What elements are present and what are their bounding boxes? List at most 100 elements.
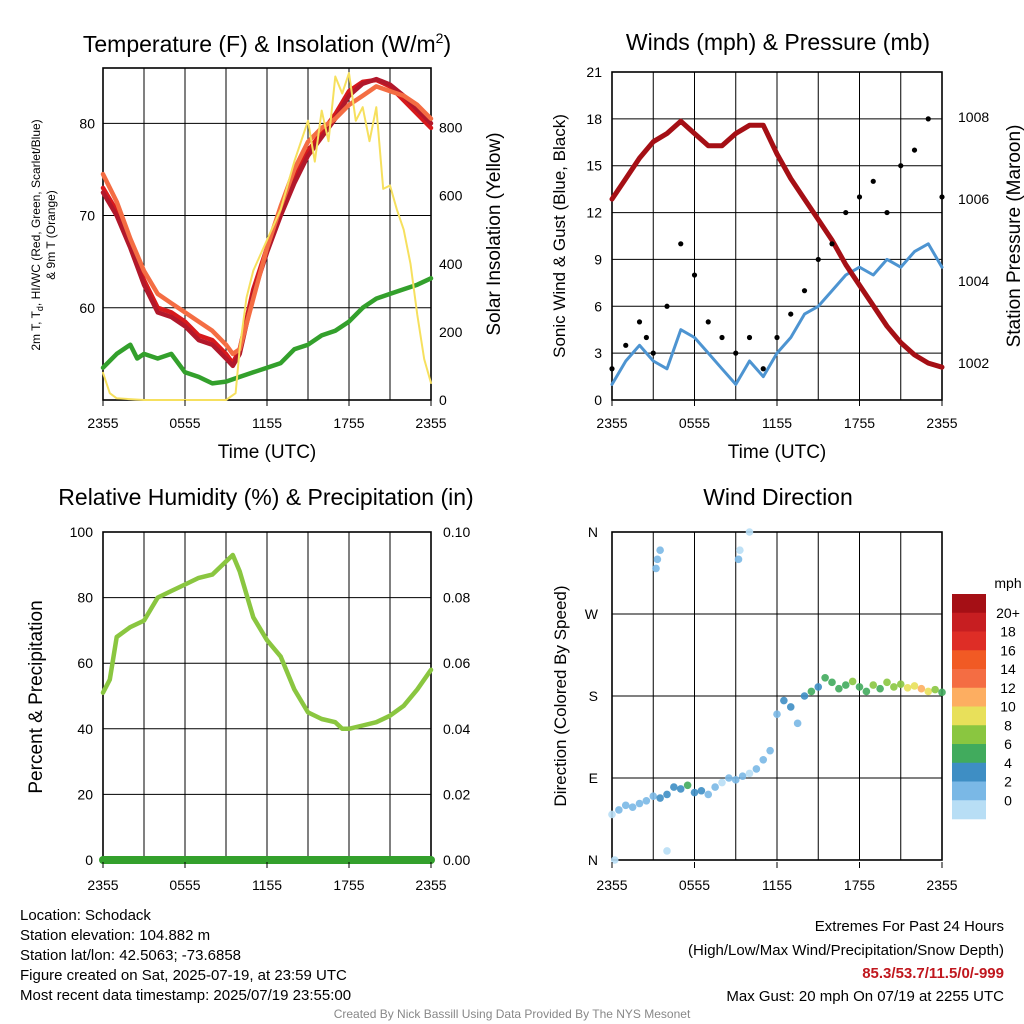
- wind-x-tick-label: 1155: [762, 415, 792, 431]
- pressure-line: [609, 118, 945, 370]
- gust-point: [829, 241, 835, 247]
- rh-x-tick-label: 0555: [169, 877, 200, 893]
- gust-point: [911, 147, 918, 153]
- humidity-panel: 0 20 40 60 80 100 0.00 0.02 0.04 0.06 0.08 0.10 2355…: [26, 484, 474, 893]
- wind-y2-tick-label: 1006: [958, 191, 989, 207]
- rh-y2-tick-label: 0.06: [443, 655, 470, 671]
- wind-y2-tick-label: 1008: [958, 109, 989, 125]
- gust-point: [733, 350, 739, 356]
- gust-point: [788, 311, 794, 317]
- direction-point: [896, 680, 905, 688]
- colorbar-label: 8: [1004, 717, 1012, 733]
- wind-x-tick-label: 1755: [844, 415, 875, 431]
- colorbar-swatch: [952, 781, 986, 801]
- temp-x-tick-label: 1755: [333, 415, 364, 431]
- temp-title: Temperature (F) & Insolation (W/m2): [83, 30, 451, 57]
- direction-point: [736, 546, 744, 555]
- dir-y-tick-label: W: [585, 606, 599, 622]
- direction-point: [890, 683, 898, 691]
- direction-point: [670, 783, 678, 791]
- direction-point: [780, 696, 788, 705]
- gust-point: [884, 209, 890, 216]
- gust-point: [760, 366, 766, 372]
- direction-point: [807, 687, 816, 696]
- direction-point: [731, 776, 740, 784]
- gust-point: [898, 163, 904, 169]
- dir-y-axis-label: Direction (Colored By Speed): [551, 585, 570, 806]
- colorbar-label: 6: [1004, 736, 1012, 752]
- gust-point: [925, 116, 931, 122]
- max-gust-text: Max Gust: 20 mph On 07/19 at 2255 UTC: [726, 988, 1004, 1005]
- gust-point: [870, 178, 876, 184]
- wind-y-tick-label: 18: [586, 111, 602, 127]
- wind-y-tick-label: 21: [586, 64, 602, 80]
- wind-y2-tick-label: 1002: [958, 355, 989, 371]
- rh-x-tick-label: 2355: [415, 877, 446, 893]
- wind-x-tick-label: 2355: [596, 415, 627, 431]
- rh-x-tick-label: 1155: [252, 877, 282, 893]
- rh-y2-tick-label: 0.08: [443, 590, 470, 606]
- direction-point: [697, 786, 706, 795]
- temp-y2-tick-label: 200: [439, 324, 463, 340]
- gust-point: [843, 209, 849, 216]
- direction-point: [766, 746, 774, 755]
- sonic-wind-line: [610, 242, 944, 386]
- temp-series-line: [100, 276, 434, 386]
- direction-point: [876, 684, 884, 693]
- gust-point: [636, 319, 643, 325]
- dir-x-tick-label: 2355: [926, 877, 957, 893]
- rh-y-axis-label: Percent & Precipitation: [26, 600, 47, 793]
- gust-point: [939, 194, 945, 200]
- rh-y2-tick-label: 0.10: [443, 524, 470, 540]
- wind-title: Winds (mph) & Pressure (mb): [626, 29, 930, 55]
- direction-point: [910, 682, 919, 690]
- direction-point: [786, 703, 795, 711]
- temp-x-axis-label: Time (UTC): [218, 442, 317, 463]
- direction-point: [917, 684, 926, 693]
- extremes-subtitle: (High/Low/Max Wind/Precipitation/Snow De…: [688, 942, 1004, 959]
- rh-title: Relative Humidity (%) & Precipitation (i…: [58, 484, 473, 510]
- wind-x-tick-label: 0555: [679, 415, 710, 431]
- gust-point: [609, 366, 615, 372]
- direction-point: [690, 788, 699, 797]
- colorbar-swatch: [952, 706, 986, 726]
- direction-point: [931, 685, 939, 694]
- colorbar-swatch: [952, 762, 986, 782]
- gust-point: [691, 272, 698, 278]
- temp-y-tick-label: 80: [79, 115, 95, 131]
- dir-x-tick-label: 1155: [762, 877, 792, 893]
- rh-y-tick-label: 40: [77, 721, 93, 737]
- colorbar-swatch: [952, 612, 986, 632]
- temp-x-tick-label: 0555: [169, 415, 200, 431]
- direction-point: [862, 687, 871, 696]
- gust-point: [678, 241, 684, 247]
- rh-y-tick-label: 0: [85, 852, 93, 868]
- temp-x-tick-label: 2355: [87, 415, 118, 431]
- temp-x-tick-label: 2355: [415, 415, 446, 431]
- colorbar-label: 20+: [996, 605, 1020, 621]
- dir-y-tick-label: S: [589, 688, 598, 704]
- direction-point: [848, 677, 857, 686]
- direction-point: [718, 778, 726, 787]
- dir-title: Wind Direction: [703, 484, 853, 510]
- wind-y-tick-label: 9: [594, 251, 602, 267]
- temp-y-axis-label-line2: & 9m T (Orange): [44, 190, 58, 280]
- wind-x-tick-label: 2355: [926, 415, 957, 431]
- dir-x-tick-label: 1755: [844, 877, 875, 893]
- extremes-title: Extremes For Past 24 Hours: [814, 918, 1004, 935]
- direction-point: [610, 856, 619, 864]
- colorbar-label: 18: [1000, 624, 1016, 640]
- colorbar-swatch: [952, 687, 986, 707]
- direction-point: [704, 790, 713, 799]
- rh-y-tick-label: 80: [77, 590, 93, 606]
- temp-y2-tick-label: 800: [439, 120, 463, 136]
- direction-point: [635, 799, 644, 808]
- rh-y-tick-label: 100: [70, 524, 94, 540]
- dir-y-tick-label: N: [588, 852, 598, 868]
- direction-point: [649, 792, 658, 801]
- colorbar-title: mph: [994, 575, 1021, 591]
- direction-point: [656, 546, 664, 555]
- colorbar-swatch: [952, 744, 986, 764]
- direction-point: [924, 687, 933, 696]
